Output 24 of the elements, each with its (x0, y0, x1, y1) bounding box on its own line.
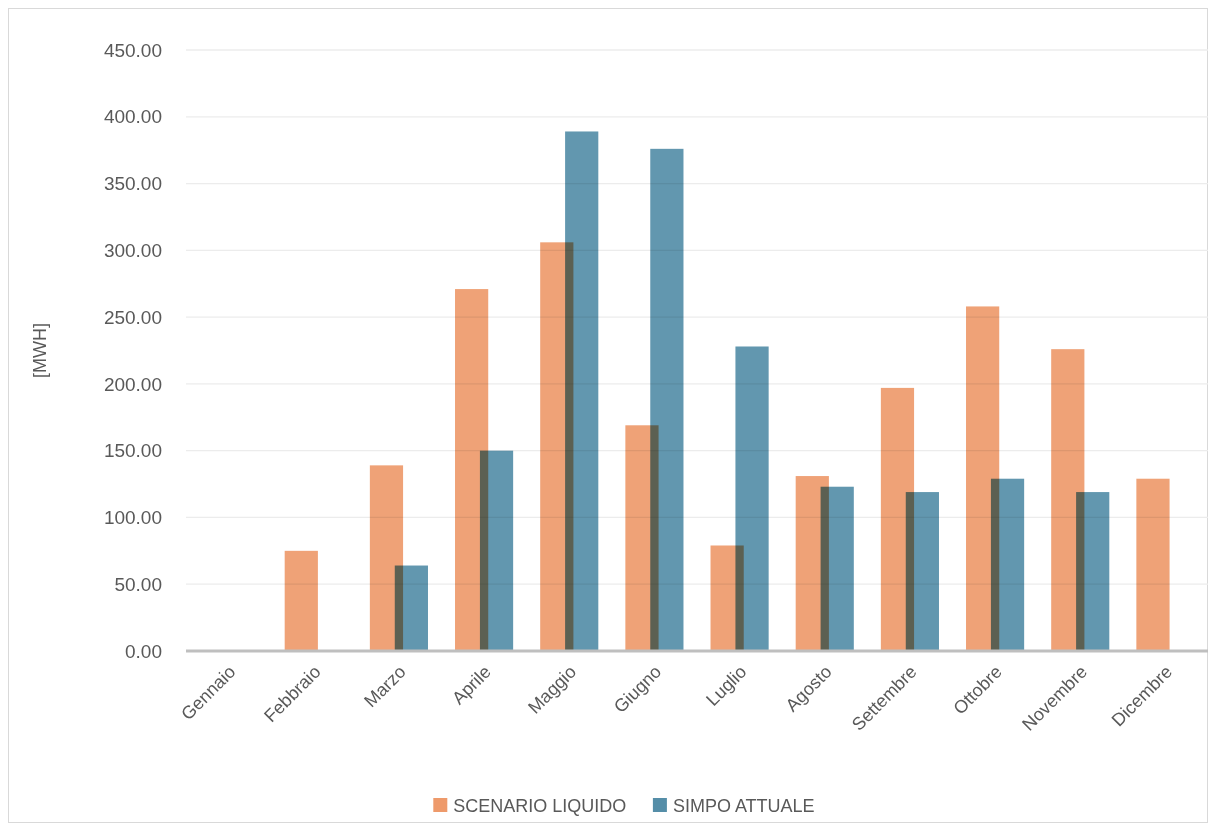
bar (284, 550, 318, 651)
bar (565, 131, 599, 651)
bar (650, 148, 684, 651)
legend-label: SCENARIO LIQUIDO (453, 796, 627, 817)
y-tick-label: 300.00 (103, 239, 162, 261)
y-tick-label: 150.00 (103, 440, 162, 462)
bar (394, 565, 428, 651)
bar (1136, 478, 1170, 651)
y-tick-label: 250.00 (103, 306, 162, 328)
y-axis-title: [MWH] (30, 323, 50, 378)
y-tick-label: 400.00 (103, 106, 162, 128)
bar (820, 486, 854, 651)
y-tick-label: 50.00 (114, 573, 162, 595)
legend-label: SIMPO ATTUALE (672, 796, 815, 817)
y-tick-label: 100.00 (103, 507, 162, 529)
bar (735, 346, 769, 651)
bar (1076, 492, 1110, 651)
y-tick-label: 350.00 (103, 173, 162, 195)
bar (990, 478, 1025, 651)
y-tick-label: 0.00 (125, 640, 162, 662)
bar (905, 492, 939, 651)
bar (479, 450, 514, 651)
y-tick-label: 450.00 (103, 39, 162, 61)
y-tick-label: 200.00 (103, 373, 162, 395)
